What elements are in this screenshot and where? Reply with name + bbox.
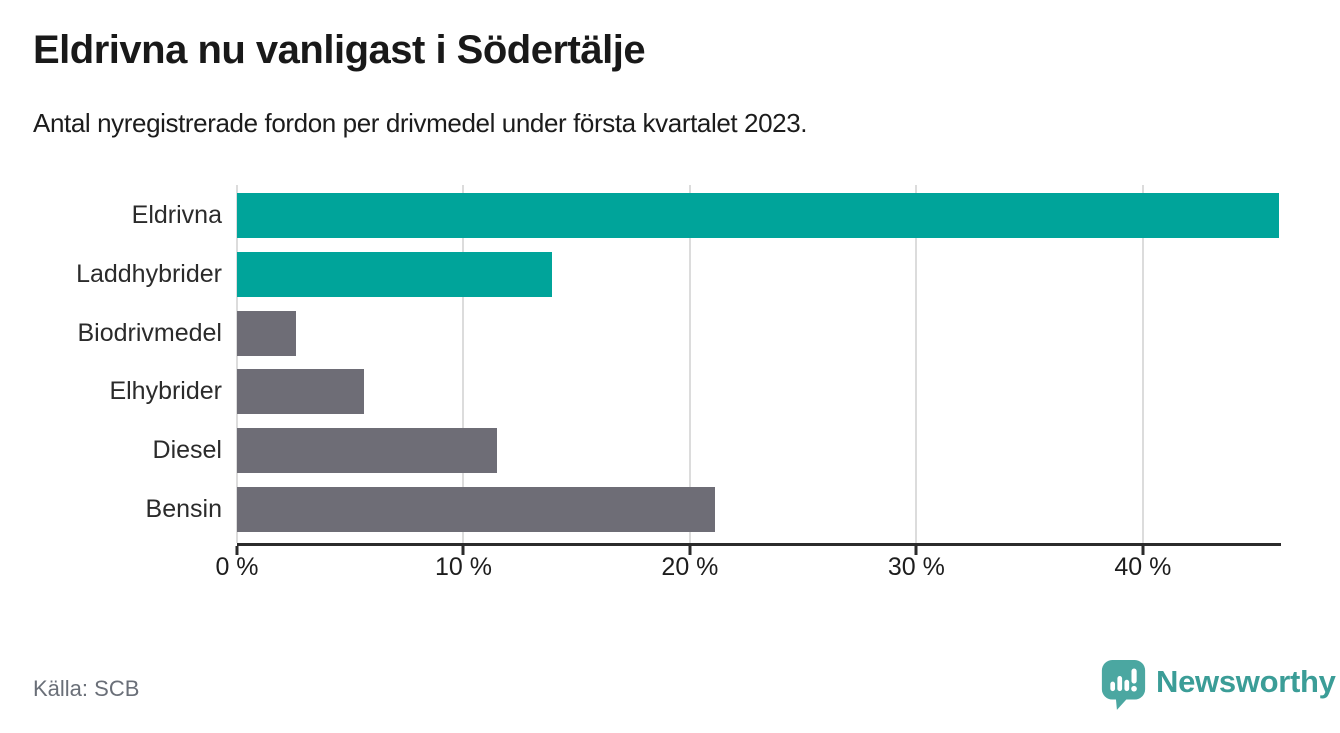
axis-tick <box>1141 546 1145 555</box>
bar-biodrivmedel <box>237 311 296 356</box>
axis-tick <box>914 546 918 555</box>
gridline <box>236 185 238 543</box>
axis-tick-label: 0 % <box>215 553 259 581</box>
category-label: Elhybrider <box>109 377 222 405</box>
chart-subtitle: Antal nyregistrerade fordon per drivmede… <box>33 108 808 138</box>
chart-title: Eldrivna nu vanligast i Södertälje <box>33 28 646 72</box>
axis-tick-label: 40 % <box>1114 553 1172 581</box>
bar-elhybrider <box>237 369 364 414</box>
axis-tick <box>235 546 239 555</box>
gridline <box>915 185 918 543</box>
plot-area: 0 % 10 % 20 % 30 % 40 % <box>215 185 1281 581</box>
bar-eldrivna <box>237 193 1279 238</box>
axis-tick <box>688 546 692 555</box>
axis-tick <box>461 546 465 555</box>
gridline <box>462 185 465 543</box>
gridline <box>1141 185 1144 543</box>
bar-bensin <box>237 487 715 532</box>
brand-wordmark: Newsworthy <box>1156 664 1336 699</box>
brand-logo: Newsworthy <box>1100 658 1336 714</box>
axis-tick-label: 10 % <box>434 553 492 581</box>
category-label: Laddhybrider <box>76 260 222 288</box>
category-label: Diesel <box>152 436 222 464</box>
category-label: Biodrivmedel <box>77 319 222 347</box>
axis-tick-label: 30 % <box>887 553 945 581</box>
category-axis: Eldrivna Laddhybrider Biodrivmedel Elhyb… <box>0 185 222 543</box>
gridline <box>688 185 691 543</box>
bar-laddhybrider <box>237 252 552 297</box>
category-label: Eldrivna <box>131 201 222 229</box>
bar-diesel <box>237 428 498 473</box>
source-label: Källa: SCB <box>33 676 140 701</box>
speech-bubble-shape <box>1101 660 1146 710</box>
newsworthy-bubble-barchart-icon <box>1101 660 1146 710</box>
axis-tick-label: 20 % <box>661 553 719 581</box>
category-label: Bensin <box>145 495 222 523</box>
